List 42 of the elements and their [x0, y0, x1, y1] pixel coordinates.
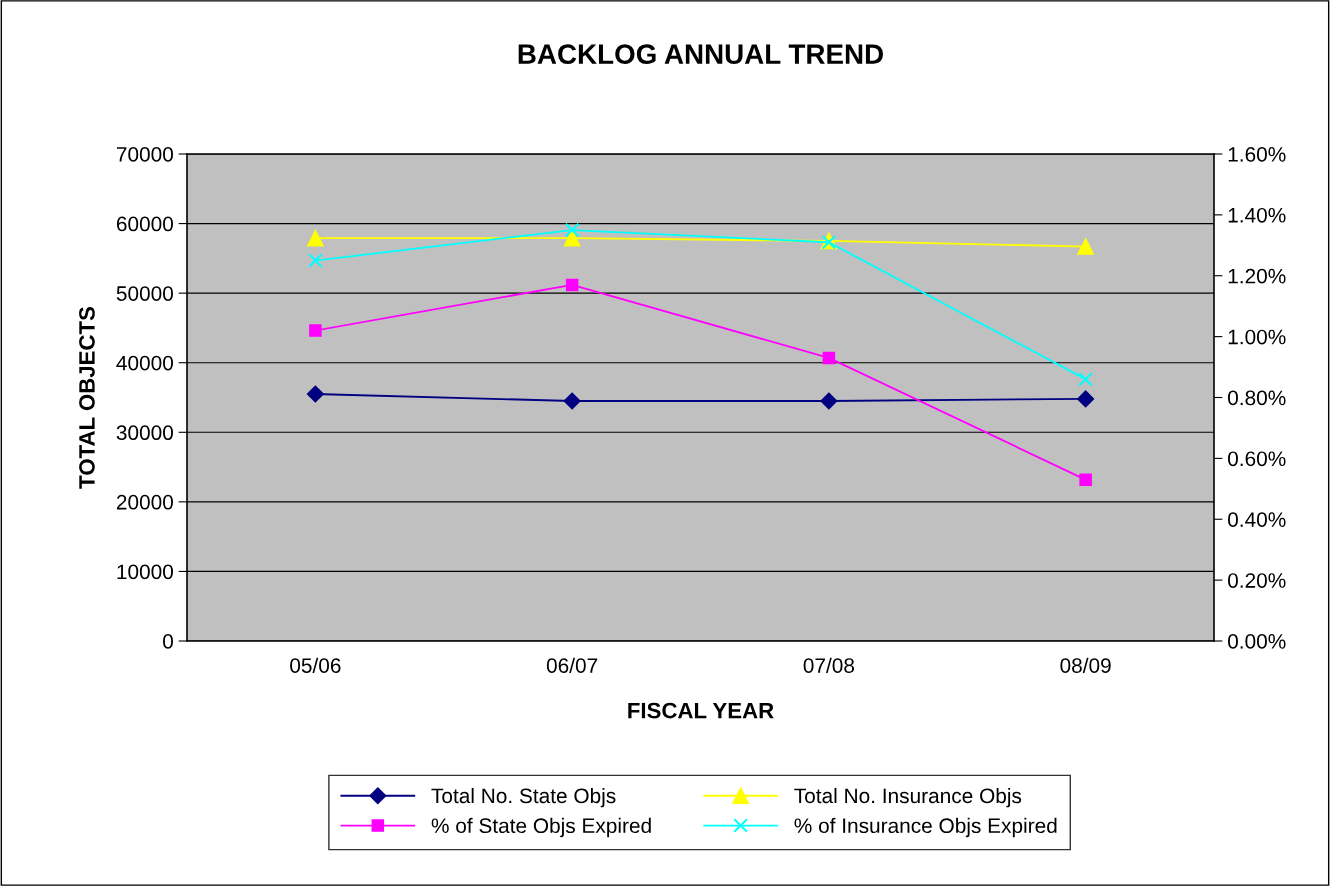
y2-tick-label: 1.00%: [1228, 329, 1286, 345]
point: [1079, 473, 1092, 486]
y2-tick-label: 0.60%: [1228, 451, 1286, 467]
legend-label: Total No. State Objs: [431, 787, 616, 808]
point: [564, 222, 580, 238]
y-tick-label: 20000: [116, 494, 173, 510]
point: [565, 278, 579, 292]
point: [822, 351, 836, 365]
legend-label: % of Insurance Objs Expired: [794, 817, 1057, 838]
y-tick-label: 0: [163, 634, 173, 649]
point: [306, 385, 324, 403]
legend-label: % of State Objs Expired: [431, 817, 651, 838]
y-axis-title: TOTAL OBJECTS: [79, 306, 95, 489]
y-tick-label: 10000: [117, 564, 173, 580]
y2-tick-label: 1.60%: [1228, 147, 1286, 162]
point: [563, 229, 581, 247]
x-tick-label: 07/08: [803, 657, 855, 673]
y2-tick-label: 1.20%: [1228, 268, 1286, 284]
point: [1077, 238, 1094, 255]
x-tick-label: 08/09: [1060, 657, 1111, 673]
point: [563, 392, 581, 410]
point: [1077, 390, 1095, 408]
x-tick-label: 06/07: [546, 657, 598, 673]
point: [307, 229, 324, 247]
y2-tick-label: 0.80%: [1228, 390, 1286, 406]
point: [309, 324, 322, 337]
y-tick-label: 70000: [116, 147, 173, 162]
y2-tick-label: 0.20%: [1228, 573, 1286, 588]
y2-tick-label: 1.40%: [1228, 207, 1286, 223]
point: [1078, 371, 1093, 387]
y-tick-label: 30000: [116, 425, 173, 441]
point: [308, 253, 323, 268]
x-axis-title: FISCAL YEAR: [628, 702, 774, 719]
chart-title: BACKLOG ANNUAL TREND: [518, 44, 883, 64]
y-tick-label: 40000: [116, 355, 173, 371]
y2-tick-label: 0.40%: [1228, 512, 1286, 527]
y-tick-label: 60000: [116, 216, 173, 232]
y-tick-label: 50000: [116, 286, 173, 301]
x-tick-label: 05/06: [290, 657, 341, 673]
y2-tick-label: 0.00%: [1228, 634, 1286, 649]
point: [820, 392, 838, 410]
legend-label: Total No. Insurance Objs: [794, 787, 1022, 808]
